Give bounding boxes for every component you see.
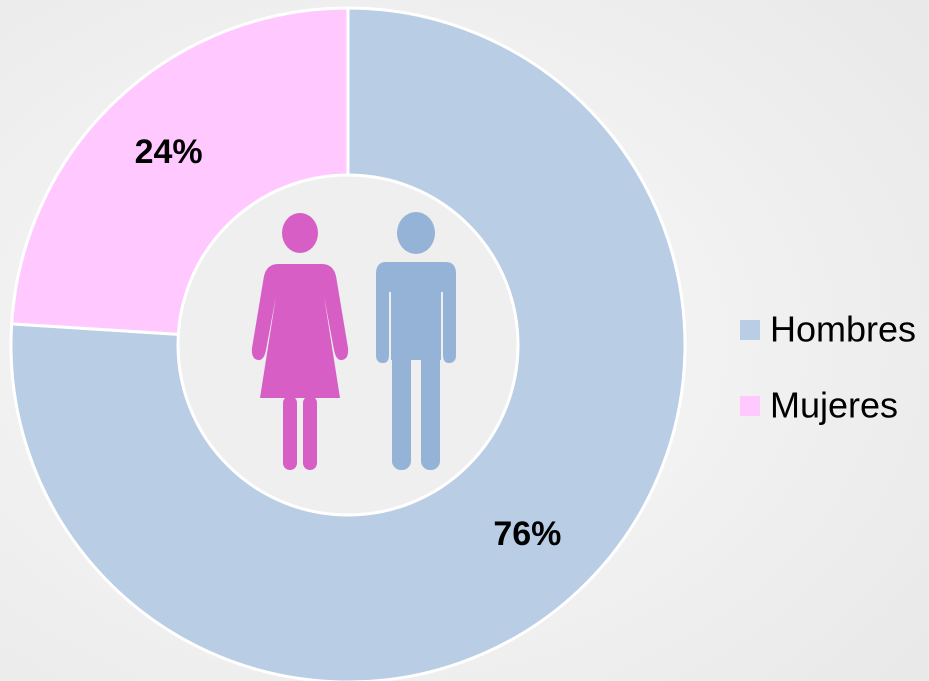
legend-label: Mujeres (770, 385, 898, 426)
value-label: 24% (135, 133, 203, 171)
woman-icon (251, 213, 349, 470)
legend: Hombres Mujeres (740, 309, 916, 426)
value-labels: 76% 24% (135, 133, 562, 553)
donut-center (176, 173, 520, 517)
legend-swatch (740, 396, 760, 416)
man-icon (376, 212, 456, 470)
legend-label: Hombres (770, 309, 916, 350)
value-label: 76% (493, 515, 561, 553)
legend-swatch (740, 320, 760, 340)
